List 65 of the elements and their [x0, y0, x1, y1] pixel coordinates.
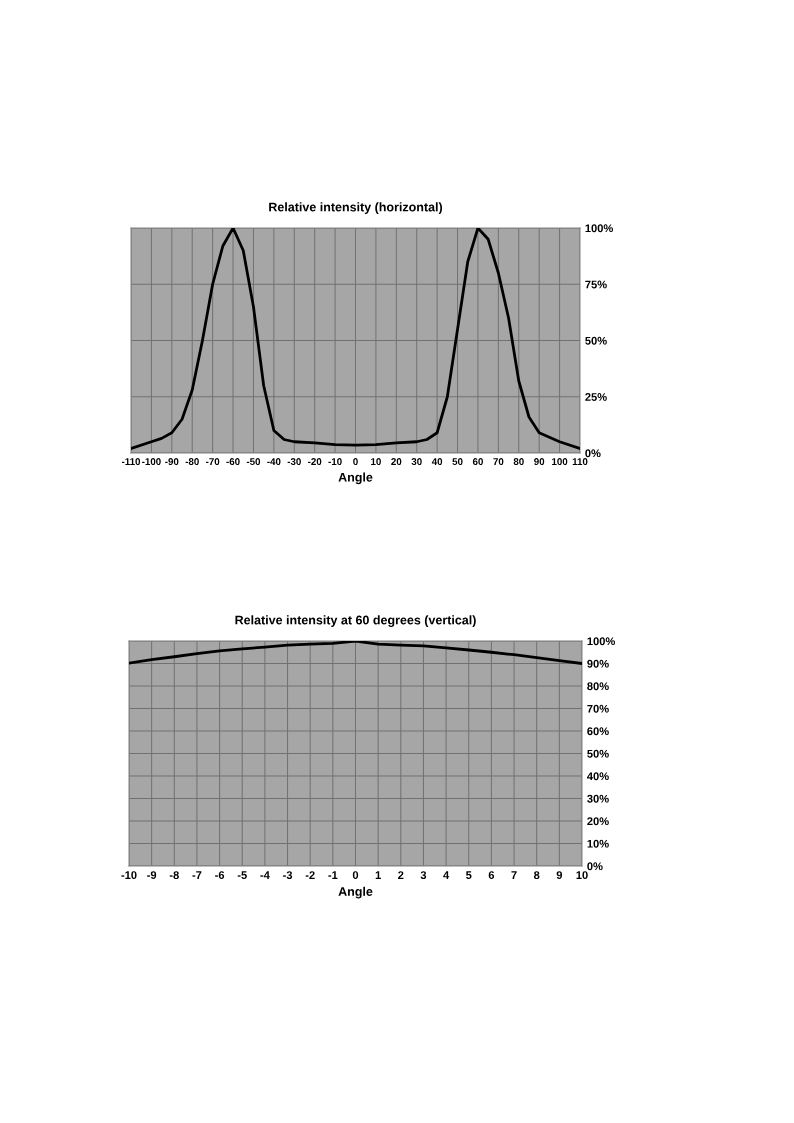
x-tick-label: -110 [121, 458, 141, 465]
x-tick-label: -80 [185, 458, 199, 465]
x-tick-label: -2 [305, 871, 315, 879]
x-tick-label: 3 [420, 871, 427, 880]
x-tick-label: 70 [493, 458, 504, 465]
y-tick-label: 75% [585, 280, 607, 289]
x-tick-label: 10 [576, 871, 588, 880]
x-axis-title: Angle [338, 472, 373, 485]
x-tick-label: 50 [452, 458, 463, 465]
x-tick-label: 100 [552, 458, 568, 465]
x-tick-label: 10 [371, 458, 381, 465]
x-tick-label: 2 [398, 871, 404, 879]
x-tick-label: -9 [147, 871, 157, 880]
x-tick-label: 6 [488, 871, 495, 880]
x-tick-label: -1 [328, 871, 338, 879]
x-tick-label: 8 [533, 871, 540, 880]
x-tick-label: 60 [472, 458, 483, 465]
y-tick-label: 20% [587, 817, 609, 826]
x-tick-label: -70 [205, 458, 220, 465]
x-tick-label: 9 [556, 871, 563, 880]
y-tick-label: 70% [587, 704, 609, 713]
y-tick-label: 10% [587, 839, 609, 848]
y-tick-label: 100% [585, 224, 613, 233]
x-tick-label: -20 [308, 458, 322, 465]
x-tick-label: 5 [466, 871, 472, 880]
y-tick-label: 90% [587, 659, 609, 668]
chart-title: Relative intensity at 60 degrees (vertical) [235, 615, 476, 627]
y-tick-label: 0% [585, 449, 601, 458]
line-series [131, 228, 580, 450]
y-tick-label: 50% [587, 749, 609, 758]
x-tick-label: -7 [192, 871, 202, 879]
x-tick-label: 4 [443, 871, 450, 879]
x-tick-label: -5 [237, 871, 247, 880]
x-tick-label: -10 [121, 871, 137, 880]
x-tick-label: 1 [375, 871, 381, 879]
y-tick-label: 0% [587, 862, 603, 871]
x-tick-label: 20 [391, 458, 402, 465]
x-tick-label: -4 [260, 871, 270, 879]
x-tick-label: 0 [353, 458, 358, 465]
x-tick-label: 0 [352, 871, 359, 880]
y-tick-label: 80% [587, 682, 609, 691]
y-tick-label: 30% [587, 794, 609, 803]
x-tick-label: -30 [287, 458, 301, 466]
y-tick-label: 100% [587, 637, 615, 646]
x-tick-label: -3 [283, 871, 293, 880]
x-tick-label: -60 [226, 458, 240, 465]
x-tick-label: -50 [246, 458, 261, 465]
x-tick-label: 7 [511, 871, 517, 879]
x-tick-label: -90 [165, 458, 179, 465]
chart-title: Relative intensity (horizontal) [269, 202, 443, 214]
x-tick-label: 90 [534, 458, 545, 465]
x-tick-label: -6 [215, 871, 225, 880]
x-tick-label: 40 [431, 458, 443, 465]
y-tick-label: 50% [585, 336, 607, 345]
x-tick-label: -10 [328, 458, 342, 465]
y-tick-label: 40% [587, 772, 609, 781]
x-tick-label: 30 [411, 458, 422, 466]
x-tick-label: -40 [267, 458, 281, 465]
y-tick-label: 60% [587, 727, 609, 736]
x-tick-label: -8 [169, 871, 179, 880]
x-tick-label: 80 [513, 458, 524, 465]
x-tick-label: -100 [142, 458, 161, 465]
x-axis-title: Angle [338, 886, 373, 899]
x-tick-label: 110 [572, 458, 588, 465]
y-tick-label: 25% [585, 393, 607, 401]
